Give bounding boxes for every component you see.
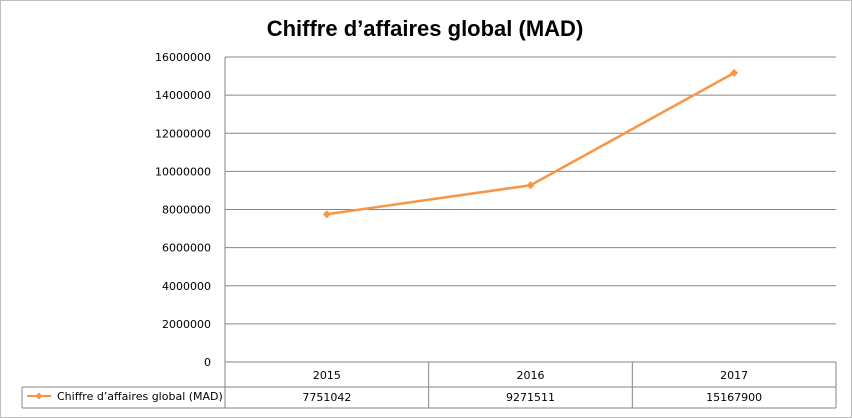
data-point [322,210,331,219]
x-tick-label: 2015 [313,369,341,382]
series-group [322,68,739,219]
series-line [326,71,735,216]
chart-title: Chiffre d’affaires global (MAD) [267,16,584,41]
data-table-value: 7751042 [302,391,351,404]
x-tick-label: 2016 [517,369,545,382]
data-point [526,181,535,190]
y-tick-label: 10000000 [155,165,211,178]
x-tick-label: 2017 [720,369,748,382]
y-tick-label: 14000000 [155,89,211,102]
y-tick-label: 0 [204,356,211,369]
data-table-value: 15167900 [706,391,762,404]
legend-marker [35,392,43,400]
y-axis-ticks: 0 2000000 4000000 6000000 8000000 10000000 120… [155,51,211,369]
data-point [730,68,739,77]
y-tick-label: 8000000 [162,204,211,217]
data-table-value: 9271511 [506,391,555,404]
y-tick-label: 2000000 [162,318,211,331]
y-tick-label: 6000000 [162,242,211,255]
y-tick-label: 16000000 [155,51,211,64]
gridlines [225,56,836,325]
legend-label: Chiffre d’affaires global (MAD) [57,390,223,403]
y-tick-label: 4000000 [162,280,211,293]
data-table: 2015 2016 2017 7751042 9271511 15167900 Chiffr… [21,57,837,409]
y-tick-label: 12000000 [155,127,211,140]
